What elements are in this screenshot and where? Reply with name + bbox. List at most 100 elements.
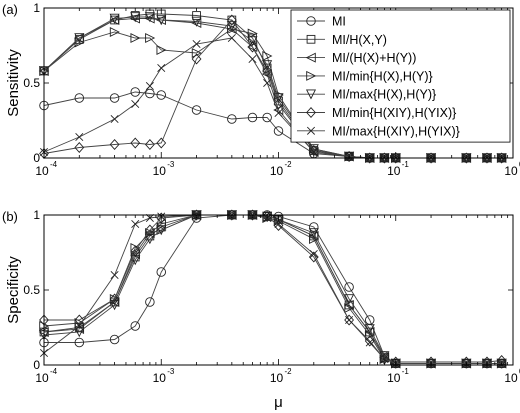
data-point — [144, 224, 155, 236]
data-point — [156, 225, 167, 236]
data-point — [156, 44, 167, 56]
series-mi-min-h-xiy-h-yix — [39, 209, 507, 368]
data-point — [130, 32, 141, 44]
data-point — [74, 93, 85, 103]
data-point — [262, 65, 273, 77]
legend-label: MI/max{H(XIY),H(YIX)} — [332, 124, 460, 138]
x-axis-title: μ — [274, 394, 283, 411]
data-point — [145, 297, 155, 307]
data-point — [273, 220, 284, 231]
data-point — [344, 302, 355, 314]
legend-marker — [306, 70, 317, 81]
data-point — [131, 99, 140, 109]
panel-a-sensitivity: 10-410-310-210-110000.51Sensitivity(a)MI… — [2, 1, 520, 178]
x-tick-exponent: -4 — [50, 160, 58, 169]
data-point — [109, 139, 120, 150]
data-point — [364, 324, 375, 335]
legend-marker — [305, 89, 317, 100]
legend-label: MI/max{H(X),H(Y)} — [332, 88, 436, 102]
x-tick-label: 10 — [270, 164, 284, 178]
data-point — [309, 147, 318, 157]
x-tick-exponent: -4 — [50, 367, 58, 376]
data-point — [74, 327, 85, 338]
data-point — [247, 28, 258, 39]
data-point — [109, 300, 120, 311]
data-point — [157, 63, 166, 73]
data-point — [227, 114, 237, 124]
x-tick-label: 10 — [504, 371, 518, 385]
data-point — [247, 36, 258, 47]
data-point — [380, 354, 389, 364]
data-point — [262, 112, 272, 123]
data-point — [247, 41, 258, 53]
x-tick-label: 10 — [153, 371, 167, 385]
data-point — [226, 21, 237, 32]
data-point — [364, 152, 375, 164]
data-point — [226, 209, 237, 221]
series-mi-max-h-xiy-h-yix — [39, 210, 506, 368]
data-point — [74, 33, 85, 44]
x-tick-exponent: -3 — [167, 367, 175, 376]
series-mi-h-x-y — [39, 210, 506, 368]
data-point — [273, 126, 284, 136]
x-tick-label: 10 — [270, 371, 284, 385]
series-line — [43, 214, 502, 364]
data-point — [482, 152, 492, 164]
legend-label: MI/H(X,Y) — [332, 33, 387, 47]
data-point — [191, 105, 202, 115]
data-point — [130, 321, 140, 331]
data-point — [461, 152, 472, 164]
x-tick-exponent: -2 — [285, 367, 293, 376]
x-tick-label: 10 — [35, 164, 49, 178]
data-point — [263, 78, 272, 88]
panel-label: (b) — [2, 209, 18, 224]
y-tick-label: 0.5 — [23, 76, 40, 90]
data-point — [344, 294, 355, 305]
data-point — [144, 139, 155, 150]
data-point — [262, 50, 273, 62]
data-point — [365, 338, 374, 347]
y-tick-label: 1 — [33, 1, 40, 15]
series-line — [43, 214, 502, 364]
data-point — [75, 321, 84, 331]
x-tick-label: 10 — [35, 371, 49, 385]
legend-marker — [306, 34, 316, 44]
data-point — [131, 219, 140, 229]
panel-label: (a) — [2, 2, 18, 17]
data-point — [379, 152, 390, 164]
data-point — [74, 314, 85, 326]
legend-marker — [305, 52, 316, 63]
data-point — [130, 245, 141, 257]
data-point — [156, 137, 167, 149]
data-point — [145, 32, 156, 44]
data-point — [110, 114, 119, 124]
data-point — [192, 39, 201, 49]
legend-label: MI — [332, 15, 346, 29]
data-point — [345, 315, 354, 325]
data-point — [273, 98, 284, 110]
data-point — [109, 13, 120, 24]
data-point — [274, 108, 283, 118]
data-point — [309, 222, 319, 232]
x-tick-label: 10 — [387, 164, 401, 178]
data-point — [109, 293, 120, 305]
y-tick-label: 0 — [33, 358, 40, 372]
x-tick-exponent: -1 — [402, 160, 410, 169]
series-line — [44, 214, 502, 364]
data-point — [390, 152, 401, 164]
x-tick-label: 10 — [504, 164, 518, 178]
data-point — [308, 228, 319, 239]
x-tick-label: 10 — [387, 371, 401, 385]
data-point — [109, 26, 120, 38]
x-tick-exponent: -3 — [167, 160, 175, 169]
y-tick-label: 1 — [33, 208, 40, 222]
y-axis-title: Specificity — [5, 256, 22, 324]
data-point — [109, 93, 120, 103]
data-point — [247, 112, 258, 123]
data-point — [309, 249, 318, 259]
data-point — [344, 151, 354, 162]
legend-label: MI/(H(X)+H(Y)) — [332, 51, 416, 65]
data-point — [145, 88, 155, 99]
